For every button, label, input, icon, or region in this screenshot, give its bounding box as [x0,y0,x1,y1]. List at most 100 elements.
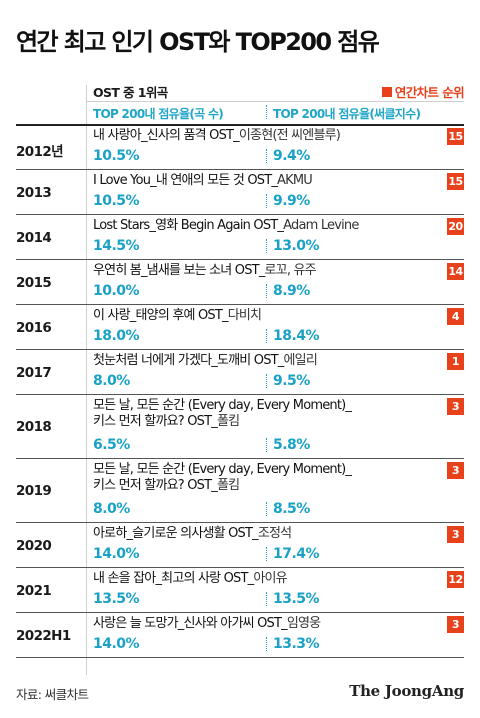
share-count-value: 10.0% [93,283,140,299]
rank-badge: 14 [447,263,464,280]
rank-legend: 연간차트 순위 [381,82,465,101]
rank-badge: 3 [447,616,464,633]
value-divider [266,194,267,208]
year-label: 2020 [16,538,52,554]
song-name: 아로하_슬기로운 의사생활 OST_ [93,526,259,541]
row-separator [16,657,464,658]
song-name: 이 사랑_태양의 후예 OST_ [93,308,229,323]
table-row: 2017 첫눈처럼 너에게 가겠다_도깨비 OST_에일리 1 8.0% 9.5% [16,350,464,395]
rank-badge: 3 [447,398,464,415]
rank-badge: 4 [447,308,464,325]
artist-name: Adam Levine [283,218,359,233]
value-divider [266,149,267,163]
artist-name: 다비치 [227,308,262,323]
value-divider [266,329,267,343]
share-count-value: 14.0% [93,636,140,652]
year-label: 2015 [16,275,52,291]
table-row: 2014 Lost Stars_영화 Begin Again OST_Adam L… [16,215,464,260]
value-divider [266,438,267,452]
year-label: 2021 [16,583,52,599]
share-index-value: 5.8% [273,437,310,453]
value-divider [266,547,267,561]
rank-badge: 12 [447,571,464,588]
artist-name: AKMU [277,173,313,188]
value-divider [266,239,267,253]
legend-label: 연간차트 순위 [394,85,465,100]
song-name: 내 사랑아_신사의 품격 OST_ [93,128,240,143]
row-separator [16,214,464,215]
table-row: 2018 모든 날, 모든 순간 (Every day, Every Moment… [16,395,464,459]
table-row: 2012년 내 사랑아_신사의 품격 OST_이종현(전 씨엔블루) 15 10.5%… [16,125,464,170]
artist-name: 에일리 [283,353,318,368]
year-label: 2019 [16,483,52,499]
row-separator [16,349,464,350]
share-count-value: 13.5% [93,591,140,607]
song-name: 모든 날, 모든 순간 (Every day, Every Moment)_ [93,398,352,413]
share-index-value: 13.0% [273,238,320,254]
row-separator [16,612,464,613]
table-row: 2019 모든 날, 모든 순간 (Every day, Every Moment… [16,459,464,523]
song-title: 우연히 봄_냄새를 보는 소녀 OST_로꼬, 유주 [93,263,434,279]
share-index-value: 17.4% [273,546,320,562]
share-index-header: TOP 200내 점유율(써클지수) [273,107,421,121]
song-title: 모든 날, 모든 순간 (Every day, Every Moment)_ 키스… [93,398,434,430]
artist-name: 폴킴 [216,414,240,429]
share-index-value: 13.3% [273,636,320,652]
share-count-value: 6.5% [93,437,130,453]
artist-name: 이종현(전 씨엔블루) [238,128,341,143]
share-count-value: 14.0% [93,546,140,562]
table-row: 2021 내 손을 잡아_최고의 사랑 OST_아이유 12 13.5% 13.5% [16,568,464,613]
row-separator [16,394,464,395]
song-title: 내 손을 잡아_최고의 사랑 OST_아이유 [93,571,434,587]
share-count-value: 10.5% [93,193,140,209]
share-count-value: 14.5% [93,238,140,254]
year-label: 2012년 [16,144,64,160]
song-title: 첫눈처럼 너에게 가겠다_도깨비 OST_에일리 [93,353,434,369]
ost-column-header: OST 중 1위곡 [93,85,168,100]
legend-square-icon [381,86,392,97]
table-row: 2022H1 사랑은 늘 도망가_신사와 아가씨 OST_임영웅 3 14.0% 13.… [16,613,464,658]
share-index-value: 8.5% [273,501,310,517]
year-label: 2014 [16,230,52,246]
share-count-value: 18.0% [93,328,140,344]
song-title: I Love You_내 연애의 모든 것 OST_AKMU [93,173,434,189]
share-count-value: 10.5% [93,148,140,164]
value-divider [266,284,267,298]
song-title: 아로하_슬기로운 의사생활 OST_조정석 [93,526,434,542]
song-title: Lost Stars_영화 Begin Again OST_Adam Levin… [93,218,434,234]
share-count-value: 8.0% [93,373,130,389]
table-row: 2016 이 사랑_태양의 후예 OST_다비치 4 18.0% 18.4% [16,305,464,350]
value-divider [266,637,267,651]
song-name: 모든 날, 모든 순간 (Every day, Every Moment)_ [93,462,352,477]
artist-name: 조정석 [257,526,292,541]
song-title: 내 사랑아_신사의 품격 OST_이종현(전 씨엔블루) [93,128,434,144]
brand-logo: The JoongAng [349,682,464,700]
song-name: 우연히 봄_냄새를 보는 소녀 OST_ [93,263,265,278]
row-separator [16,458,464,459]
row-separator [16,259,464,260]
value-divider [266,502,267,516]
header-divider [86,101,464,102]
artist-name: 로꼬, 유주 [264,263,317,278]
rank-badge: 15 [447,128,464,145]
table-row: 2015 우연히 봄_냄새를 보는 소녀 OST_로꼬, 유주 14 10.0% 8.9… [16,260,464,305]
year-label: 2018 [16,419,52,435]
row-separator [16,304,464,305]
song-name: I Love You_내 연애의 모든 것 OST_ [93,173,278,188]
row-separator [16,567,464,568]
song-name: Lost Stars_영화 Begin Again OST_ [93,218,284,233]
table-row: 2013 I Love You_내 연애의 모든 것 OST_AKMU 15 10.5… [16,170,464,215]
row-separator [16,522,464,523]
share-index-value: 9.9% [273,193,310,209]
rank-badge: 3 [447,526,464,543]
share-count-header: TOP 200내 점유율(곡 수) [93,107,224,121]
header-dotted-divider [266,105,267,119]
song-title: 모든 날, 모든 순간 (Every day, Every Moment)_ 키스… [93,462,434,494]
song-title: 사랑은 늘 도망가_신사와 아가씨 OST_임영웅 [93,616,434,632]
source-note: 자료: 써클차트 [16,687,89,702]
row-separator [16,169,464,170]
song-name-line2: 키스 먼저 할까요? OST_ [93,478,218,493]
song-title: 이 사랑_태양의 후예 OST_다비치 [93,308,434,324]
share-index-value: 9.5% [273,373,310,389]
song-name: 첫눈처럼 너에게 가겠다_도깨비 OST_ [93,353,284,368]
